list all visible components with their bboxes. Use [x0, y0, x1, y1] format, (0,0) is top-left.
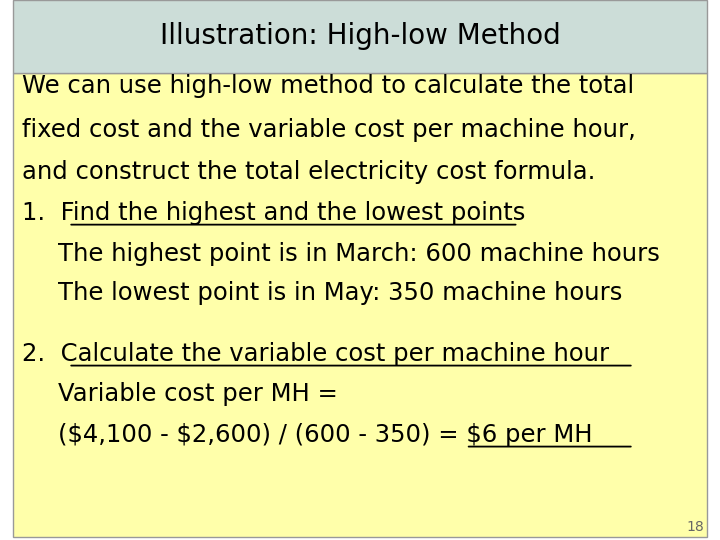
FancyBboxPatch shape — [13, 0, 707, 73]
Text: The highest point is in March: 600 machine hours: The highest point is in March: 600 machi… — [58, 242, 660, 266]
Text: We can use high-low method to calculate the total: We can use high-low method to calculate … — [22, 75, 634, 98]
Text: ($4,100 - $2,600) / (600 - 350) = $6 per MH: ($4,100 - $2,600) / (600 - 350) = $6 per… — [58, 423, 592, 447]
Text: 18: 18 — [686, 519, 704, 534]
Text: 2.  Calculate the variable cost per machine hour: 2. Calculate the variable cost per machi… — [22, 342, 608, 366]
FancyBboxPatch shape — [13, 73, 707, 537]
Text: fixed cost and the variable cost per machine hour,: fixed cost and the variable cost per mac… — [22, 118, 636, 141]
Text: and construct the total electricity cost formula.: and construct the total electricity cost… — [22, 160, 595, 184]
Text: 1.  Find the highest and the lowest points: 1. Find the highest and the lowest point… — [22, 201, 525, 225]
Text: Illustration: High-low Method: Illustration: High-low Method — [160, 23, 560, 50]
Text: Variable cost per MH =: Variable cost per MH = — [58, 382, 338, 406]
Text: The lowest point is in May: 350 machine hours: The lowest point is in May: 350 machine … — [58, 281, 622, 305]
